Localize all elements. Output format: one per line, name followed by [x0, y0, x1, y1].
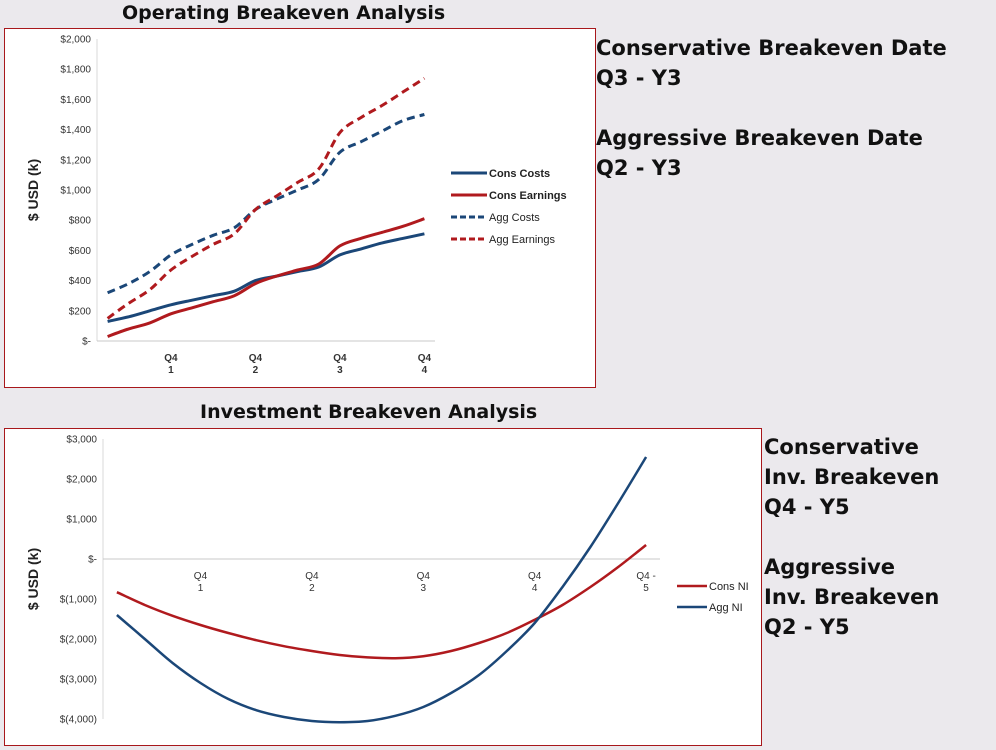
y-tick-label: $2,000 [60, 35, 91, 46]
legend-label: Cons NI [709, 581, 749, 593]
y-tick-label: $400 [69, 276, 92, 287]
legend-label: Cons Earnings [489, 190, 567, 202]
series-line-agg-earnings [106, 77, 426, 320]
operating-chart-frame: $- $200 $400 $600 $800 $1,000 $1,200 $1,400 $1,6… [4, 28, 596, 388]
y-tick-label: $1,800 [60, 65, 91, 76]
y-tick-label: $200 [69, 306, 92, 317]
series-line-agg-ni [116, 456, 648, 724]
investment-chart-frame: $3,000 $2,000 $1,000 $- $(1,000) $(2,000) $(3,… [4, 428, 762, 746]
x-tick-label: Q4 2 [305, 571, 319, 594]
series-line-cons-ni [116, 544, 647, 660]
y-tick-label: $1,000 [66, 515, 97, 526]
conservative-inv-breakeven-note: Conservative Inv. Breakeven Q4 - Y5 [764, 432, 939, 522]
y-tick-label: $- [82, 337, 91, 348]
y-tick-label: $2,000 [66, 475, 97, 486]
conservative-breakeven-note: Conservative Breakeven Date Q3 - Y3 [596, 33, 947, 93]
y-tick-label: $(4,000) [60, 715, 97, 726]
y-tick-label: $(3,000) [60, 675, 97, 686]
note-line: Aggressive [764, 555, 896, 579]
y-axis-label: $ USD (k) [25, 159, 41, 221]
y-tick-label: $600 [69, 246, 92, 257]
x-tick-label: Q4 1 [194, 571, 208, 594]
note-line: Conservative [764, 435, 919, 459]
note-line: Inv. Breakeven [764, 465, 940, 489]
x-tick-label: Q4 -5 [636, 571, 655, 594]
note-line: Q2 - Y3 [596, 156, 682, 180]
investment-chart-title: Investment Breakeven Analysis [200, 401, 538, 423]
operating-chart-title: Operating Breakeven Analysis [122, 2, 446, 24]
legend-label: Cons Costs [489, 168, 550, 180]
y-tick-label: $1,200 [60, 155, 91, 166]
series-line-cons-earnings [107, 217, 425, 338]
aggressive-breakeven-note: Aggressive Breakeven Date Q2 - Y3 [596, 123, 923, 183]
x-tick-label: Q4 3 [417, 571, 431, 594]
x-tick-label: Q4 2 [249, 353, 263, 376]
y-tick-label: $3,000 [66, 435, 97, 446]
operating-breakeven-chart: $- $200 $400 $600 $800 $1,000 $1,200 $1,400 $1,6… [25, 35, 567, 377]
legend-label: Agg NI [709, 602, 743, 614]
y-tick-label: $1,000 [60, 186, 91, 197]
note-line: Aggressive Breakeven Date [596, 126, 923, 150]
y-tick-label: $(1,000) [60, 595, 97, 606]
legend-label: Agg Costs [489, 212, 540, 224]
y-tick-label: $- [88, 555, 97, 566]
legend-label: Agg Earnings [489, 234, 556, 246]
investment-breakeven-chart: $3,000 $2,000 $1,000 $- $(1,000) $(2,000) $(3,… [25, 435, 749, 726]
plot-area [103, 439, 660, 719]
note-line: Conservative Breakeven Date [596, 36, 947, 60]
note-line: Q4 - Y5 [764, 495, 850, 519]
x-tick-label: Q4 4 [418, 353, 432, 376]
y-tick-label: $(2,000) [60, 635, 97, 646]
x-tick-label: Q4 3 [333, 353, 347, 376]
y-axis-label: $ USD (k) [25, 548, 41, 610]
y-tick-label: $800 [69, 216, 92, 227]
y-tick-label: $1,400 [60, 125, 91, 136]
x-tick-label: Q4 1 [164, 353, 178, 376]
plot-area [97, 39, 435, 341]
note-line: Q2 - Y5 [764, 615, 850, 639]
aggressive-inv-breakeven-note: Aggressive Inv. Breakeven Q2 - Y5 [764, 552, 939, 642]
note-line: Inv. Breakeven [764, 585, 940, 609]
x-tick-label: Q4 4 [528, 571, 542, 594]
y-tick-label: $1,600 [60, 95, 91, 106]
note-line: Q3 - Y3 [596, 66, 682, 90]
